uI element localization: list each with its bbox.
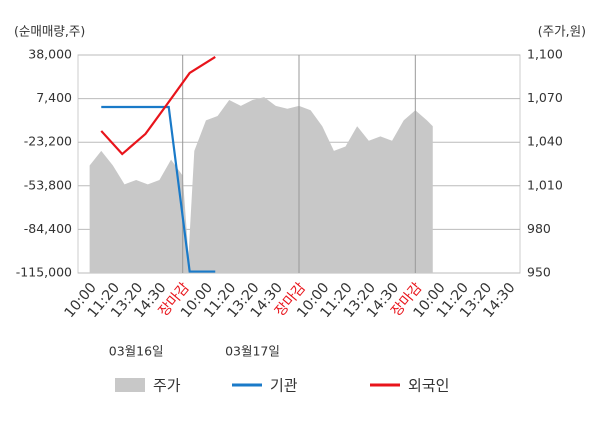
y-tick-label: -53,800	[24, 177, 72, 192]
y2-tick-label: 1,100	[527, 47, 563, 62]
date-label: 03월16일	[109, 344, 164, 359]
y-tick-label: -23,200	[24, 134, 72, 149]
y2-tick-label: 980	[527, 221, 551, 236]
legend-label: 외국인	[408, 377, 449, 395]
price-area	[89, 97, 433, 273]
y-axis-label: (순매매량,주)	[14, 24, 85, 39]
y2-axis-label: (주가,원)	[538, 24, 586, 39]
legend-swatch	[115, 378, 145, 392]
y-tick-label: -115,000	[16, 265, 72, 280]
y2-tick-label: 950	[527, 265, 551, 280]
y-tick-label: 7,400	[36, 90, 72, 105]
legend-label: 기관	[270, 377, 298, 395]
y-tick-label: 38,000	[28, 47, 72, 62]
y-tick-label: -84,400	[24, 221, 72, 236]
date-label: 03월17일	[225, 344, 280, 359]
y2-tick-label: 1,070	[527, 90, 563, 105]
series-line	[100, 56, 216, 156]
y2-tick-label: 1,010	[527, 177, 563, 192]
y2-tick-label: 1,040	[527, 134, 563, 149]
legend-label: 주가	[153, 377, 181, 395]
series-line	[101, 105, 216, 273]
